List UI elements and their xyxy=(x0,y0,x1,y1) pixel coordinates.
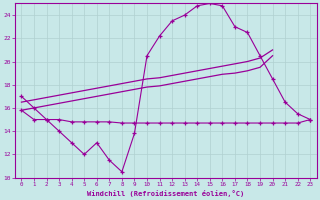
X-axis label: Windchill (Refroidissement éolien,°C): Windchill (Refroidissement éolien,°C) xyxy=(87,190,244,197)
